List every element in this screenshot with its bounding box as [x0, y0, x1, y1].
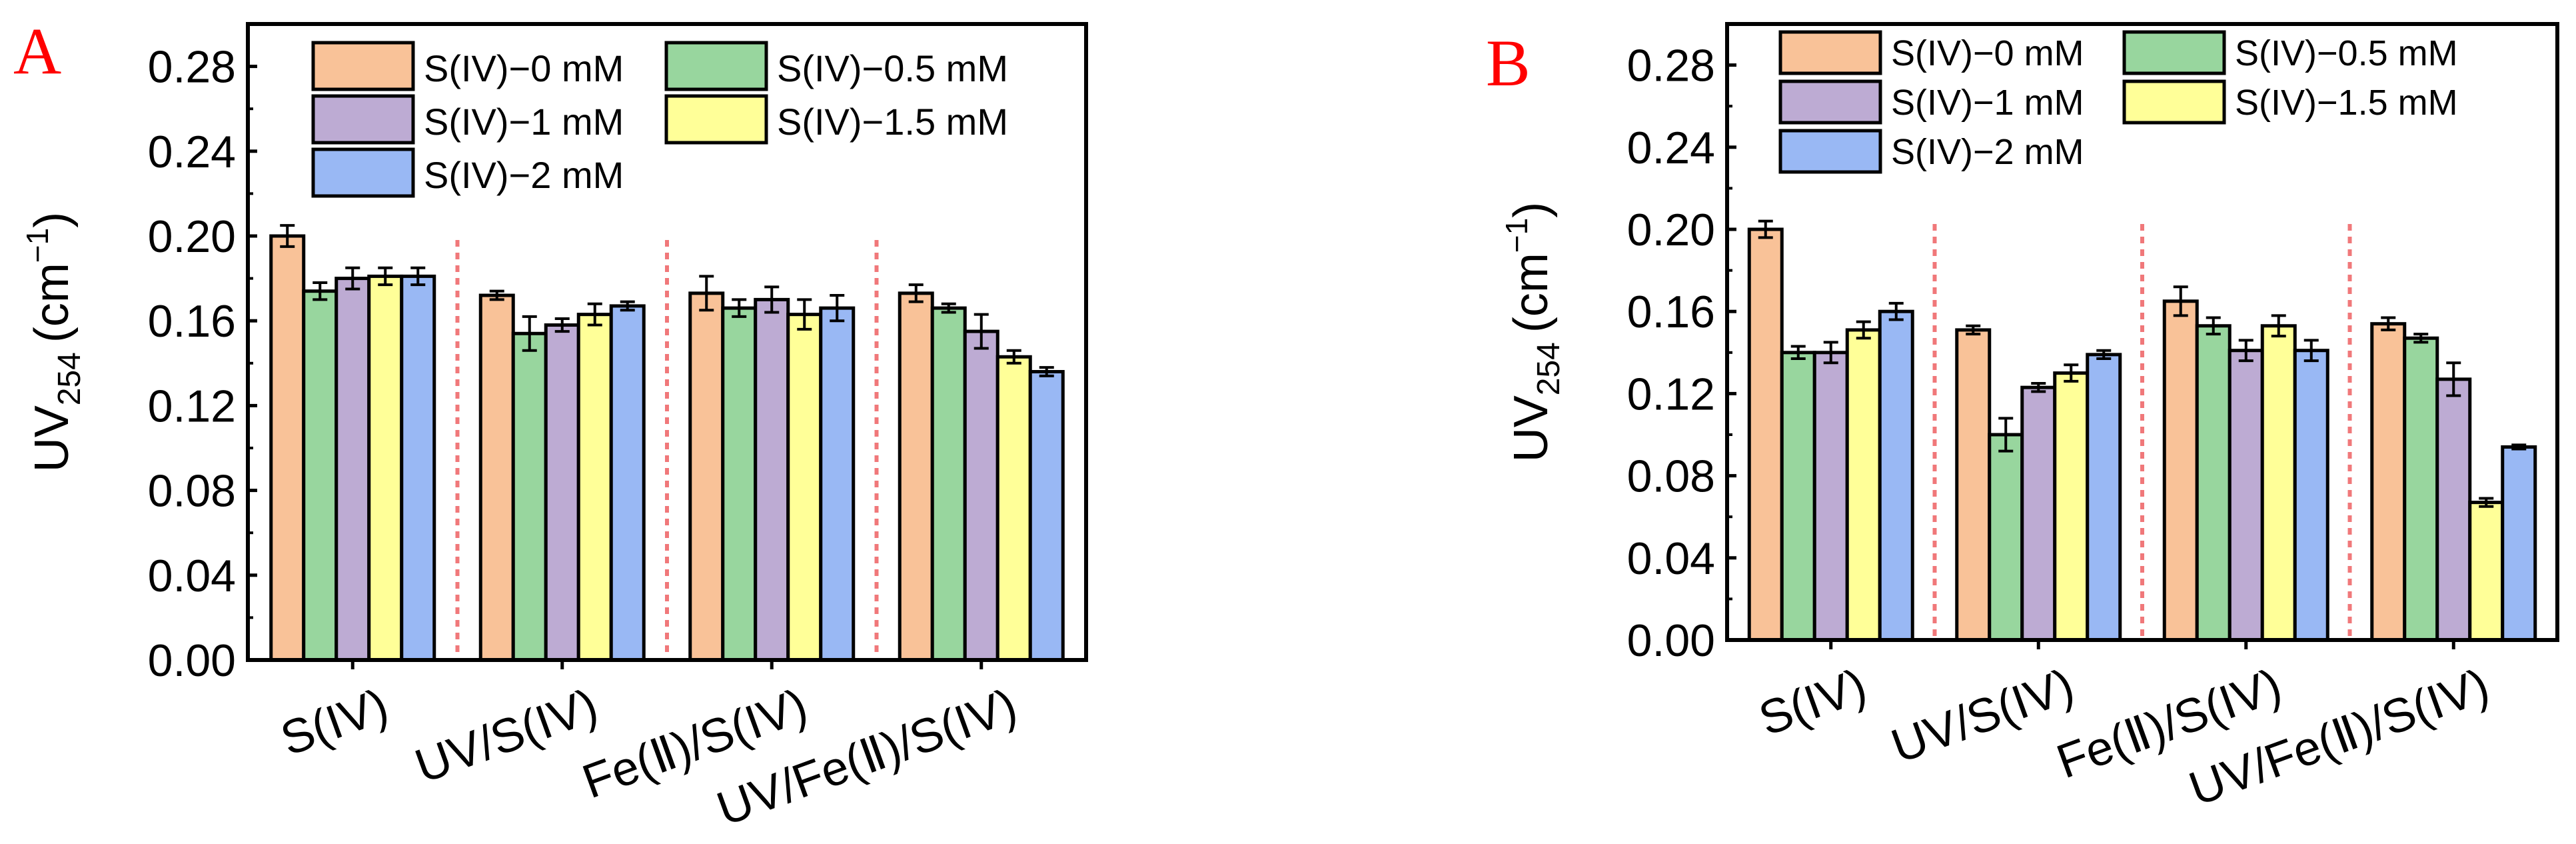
x-tick-label: UV/S(IV) [1884, 659, 2080, 773]
bar [334, 277, 371, 662]
y-axis-label-ylabel-sub: 254 [52, 352, 87, 405]
y-tick-label: 0.24 [148, 127, 236, 177]
legend-label: S(IV)−0 mM [424, 47, 624, 89]
y-tick-label: 0.20 [1627, 205, 1715, 255]
bar [819, 306, 856, 662]
y-axis-label-ylabel: UV [25, 405, 79, 472]
y-tick-label: 0.04 [148, 551, 236, 601]
legend-label: S(IV)−1 mM [1891, 83, 2084, 123]
legend-label: S(IV)−1 mM [424, 101, 624, 143]
x-tick-label: UV/S(IV) [408, 679, 604, 793]
bar [609, 304, 646, 662]
bar [576, 313, 613, 662]
bar [688, 291, 725, 662]
legend-label: S(IV)−0.5 mM [2235, 33, 2458, 73]
bar [930, 306, 967, 662]
bar [2228, 349, 2264, 642]
bar [302, 289, 338, 662]
y-axis-label-ylabel-unit-post: ) [1505, 202, 1558, 218]
bar [1988, 433, 2024, 642]
legend-swatch [664, 94, 768, 145]
y-axis-label-ylabel-unit-pre: (cm [1505, 253, 1558, 333]
bar [1747, 227, 1784, 642]
plot-frame [246, 22, 1088, 662]
bar [2053, 371, 2090, 642]
legend-label: S(IV)−1.5 mM [777, 101, 1008, 143]
y-tick-label: 0.20 [148, 211, 236, 262]
bar [1028, 370, 1065, 662]
legend-swatch [1778, 79, 1882, 125]
y-tick-label: 0.08 [1627, 451, 1715, 502]
legend-swatch [1778, 30, 1882, 75]
bar [721, 306, 758, 662]
bar [2162, 299, 2199, 642]
legend-swatch [311, 94, 415, 145]
legend-label: S(IV)−2 mM [424, 154, 624, 196]
bar [2293, 349, 2329, 642]
y-axis-label-ylabel-unit-sup: −1 [1499, 218, 1534, 253]
bar [898, 291, 934, 662]
y-tick-label: 0.12 [148, 381, 236, 431]
y-axis-label-ylabel-unit-post: ) [25, 212, 79, 228]
panel-label: A [13, 14, 61, 88]
bar [754, 297, 790, 662]
y-axis-label: UV254 (cm−1) [20, 212, 87, 473]
y-tick-label: 0.00 [148, 635, 236, 686]
bar [2020, 385, 2057, 642]
panel-a: A 0.00 0.04 0.08 0.12 0.16 0.20 0.24 0.28 UV254 (c… [13, 14, 1088, 836]
legend-label: S(IV)−0.5 mM [777, 47, 1008, 89]
bar [1812, 351, 1849, 642]
bar [367, 274, 404, 662]
y-axis-label-ylabel: UV [1505, 395, 1558, 462]
legend-swatch [2122, 79, 2226, 125]
legend-label: S(IV)−2 mM [1891, 132, 2084, 172]
bar [963, 329, 999, 662]
bar [1878, 309, 1914, 642]
bar [544, 323, 580, 662]
bar [2086, 353, 2122, 642]
bar [2195, 324, 2232, 642]
plot-frame [1725, 22, 2559, 642]
bar [511, 331, 548, 662]
bar [400, 274, 436, 662]
bar [2435, 377, 2472, 642]
y-tick-label: 0.12 [1627, 369, 1715, 419]
y-axis-label-ylabel-unit-sup: −1 [20, 228, 55, 263]
y-axis-label-ylabel-sub: 254 [1531, 342, 1567, 395]
bar [1955, 328, 1992, 642]
y-tick-label: 0.16 [148, 296, 236, 347]
x-tick-label: S(IV) [274, 679, 394, 766]
legend-swatch [311, 147, 415, 198]
bar [2501, 445, 2537, 642]
bar [269, 234, 306, 662]
y-tick-label: 0.28 [1627, 41, 1715, 91]
y-tick-label: 0.00 [1627, 615, 1715, 666]
bar [2403, 336, 2439, 642]
legend-swatch [2122, 30, 2226, 75]
bar [2468, 501, 2505, 642]
panel-b: B 0.00 0.04 0.08 0.12 0.16 0.20 0.24 0.28 UV254 (c… [1486, 22, 2559, 816]
y-tick-label: 0.24 [1627, 123, 1715, 173]
y-tick-label: 0.28 [148, 42, 236, 93]
bar [1780, 351, 1816, 642]
bar [1845, 328, 1882, 642]
x-tick-label: S(IV) [1752, 659, 1873, 746]
y-tick-label: 0.08 [148, 466, 236, 517]
y-axis-label-ylabel-unit-pre: (cm [25, 263, 79, 343]
legend-label: S(IV)−1.5 mM [2235, 83, 2458, 123]
y-axis-label: UV254 (cm−1) [1499, 202, 1567, 463]
legend-swatch [311, 41, 415, 91]
bar [995, 355, 1032, 662]
bar [786, 313, 823, 662]
bar [2260, 324, 2297, 642]
legend-label: S(IV)−0 mM [1891, 33, 2084, 73]
bar [478, 293, 515, 662]
bar [2370, 322, 2407, 642]
y-tick-label: 0.04 [1627, 533, 1715, 584]
panel-label: B [1486, 26, 1531, 100]
legend-swatch [664, 41, 768, 91]
y-tick-label: 0.16 [1627, 287, 1715, 337]
legend-swatch [1778, 129, 1882, 174]
